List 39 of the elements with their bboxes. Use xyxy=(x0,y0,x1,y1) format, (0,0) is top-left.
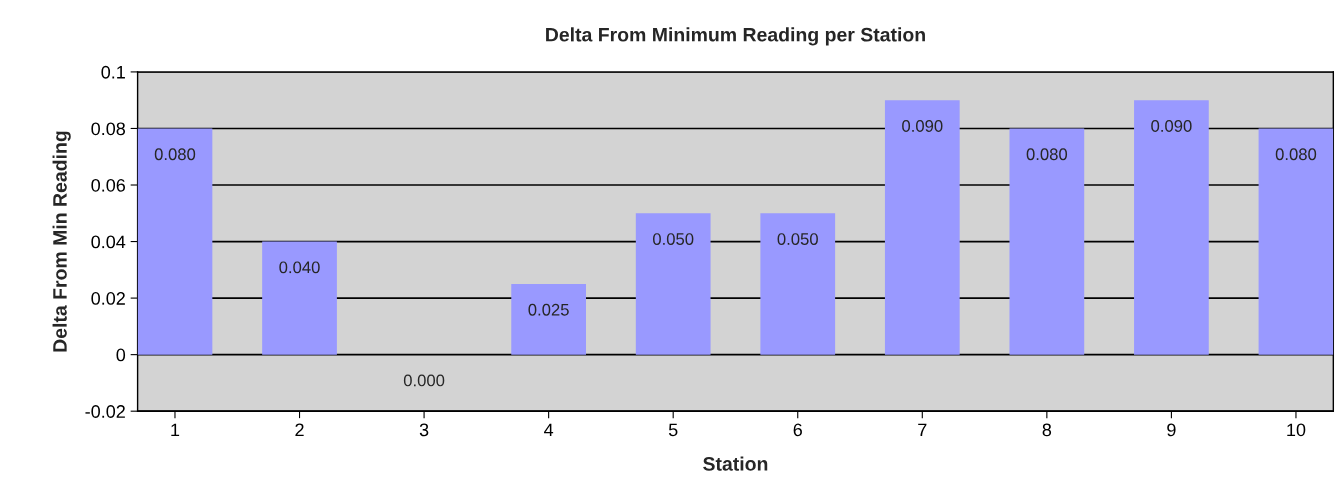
data-label: 0.050 xyxy=(777,233,818,245)
data-label: 0.025 xyxy=(528,303,569,316)
data-label: 0.090 xyxy=(1151,120,1192,132)
x-tick-label: 8 xyxy=(1042,423,1052,437)
x-tick-label: 5 xyxy=(668,423,678,437)
data-label: 0.050 xyxy=(652,233,694,245)
y-tick-label: 0.04 xyxy=(91,235,126,249)
bar xyxy=(511,283,586,355)
x-tick-label: 6 xyxy=(793,423,802,437)
bar xyxy=(760,213,836,355)
y-tick-label: -0.02 xyxy=(85,405,125,418)
x-axis-title: Station xyxy=(703,456,768,471)
x-tick-label: 7 xyxy=(918,423,927,437)
chart-title: Delta From Minimum Reading per Station xyxy=(546,27,925,46)
data-label: 0.000 xyxy=(403,374,445,387)
y-tick-label: 0.06 xyxy=(91,178,126,192)
y-tick-label: 0.02 xyxy=(91,292,125,305)
bar xyxy=(1009,128,1085,355)
y-tick-label: 0.1 xyxy=(101,65,125,79)
y-tick-label: 0.08 xyxy=(91,122,126,136)
x-tick-label: 1 xyxy=(171,423,180,437)
bar xyxy=(635,213,711,355)
y-axis-title: Delta From Min Reading xyxy=(52,131,71,352)
y-tick-label: 0 xyxy=(116,348,126,362)
data-label: 0.040 xyxy=(279,261,320,274)
data-label: 0.090 xyxy=(902,120,943,132)
bar xyxy=(137,128,213,355)
data-label: 0.080 xyxy=(154,148,196,161)
x-tick-label: 9 xyxy=(1167,423,1176,437)
bar xyxy=(1134,100,1209,355)
x-tick-label: 3 xyxy=(419,423,429,437)
x-tick-label: 4 xyxy=(544,423,554,437)
x-tick-label: 10 xyxy=(1287,423,1306,437)
data-label: 0.080 xyxy=(1275,148,1317,161)
data-label: 0.080 xyxy=(1026,148,1068,161)
bar xyxy=(262,241,337,355)
bar xyxy=(1258,128,1334,355)
x-tick-label: 2 xyxy=(295,423,304,437)
bar xyxy=(884,100,960,355)
